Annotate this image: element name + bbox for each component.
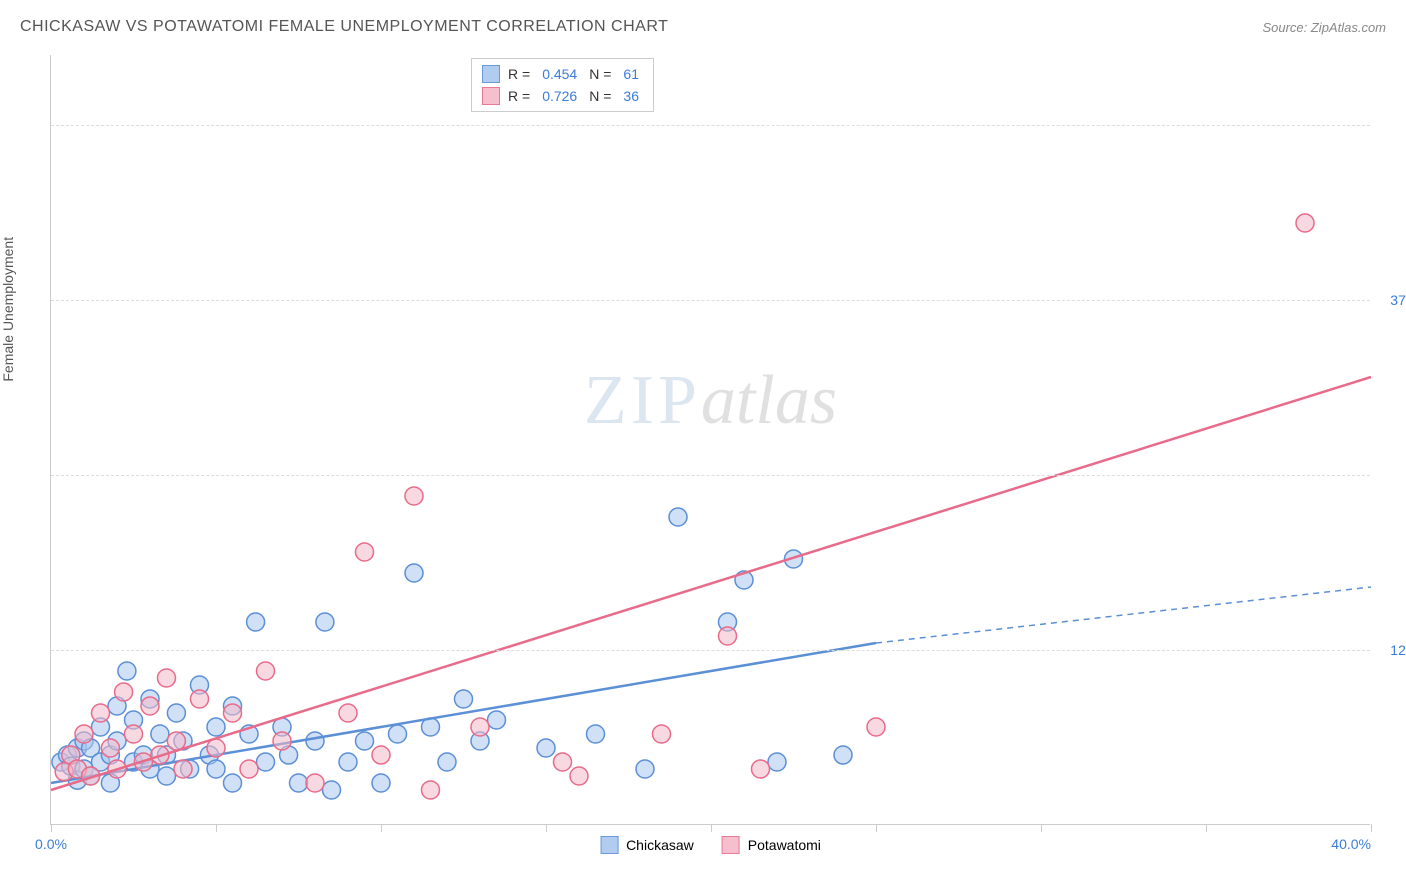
- scatter-point-chickasaw: [636, 760, 654, 778]
- trend-line-potawatomi: [51, 377, 1371, 790]
- scatter-point-potawatomi: [240, 760, 258, 778]
- scatter-point-chickasaw: [389, 725, 407, 743]
- legend-item-potawatomi: Potawatomi: [722, 836, 821, 854]
- scatter-plot: ZIPatlas R = 0.454 N = 61 R = 0.726 N = …: [50, 55, 1370, 825]
- scatter-point-chickasaw: [455, 690, 473, 708]
- scatter-point-potawatomi: [867, 718, 885, 736]
- gridline: [51, 125, 1370, 126]
- legend-correlation: R = 0.454 N = 61 R = 0.726 N = 36: [471, 58, 654, 112]
- scatter-point-potawatomi: [101, 739, 119, 757]
- scatter-point-potawatomi: [224, 704, 242, 722]
- x-tick: [216, 824, 217, 832]
- scatter-point-chickasaw: [356, 732, 374, 750]
- scatter-point-potawatomi: [115, 683, 133, 701]
- scatter-point-chickasaw: [158, 767, 176, 785]
- legend-swatch-chickasaw: [482, 65, 500, 83]
- scatter-point-potawatomi: [1296, 214, 1314, 232]
- scatter-point-potawatomi: [75, 725, 93, 743]
- scatter-point-chickasaw: [118, 662, 136, 680]
- scatter-point-chickasaw: [587, 725, 605, 743]
- scatter-point-chickasaw: [247, 613, 265, 631]
- x-tick: [546, 824, 547, 832]
- x-tick: [1206, 824, 1207, 832]
- scatter-point-potawatomi: [653, 725, 671, 743]
- scatter-point-chickasaw: [207, 718, 225, 736]
- source-label: Source: ZipAtlas.com: [1262, 20, 1386, 35]
- chart-title: CHICKASAW VS POTAWATOMI FEMALE UNEMPLOYM…: [20, 18, 668, 36]
- scatter-point-chickasaw: [306, 732, 324, 750]
- x-tick: [51, 824, 52, 832]
- scatter-point-chickasaw: [669, 508, 687, 526]
- scatter-point-chickasaw: [257, 753, 275, 771]
- scatter-point-potawatomi: [405, 487, 423, 505]
- x-tick: [876, 824, 877, 832]
- scatter-point-potawatomi: [339, 704, 357, 722]
- gridline: [51, 300, 1370, 301]
- scatter-point-chickasaw: [290, 774, 308, 792]
- scatter-point-chickasaw: [768, 753, 786, 771]
- scatter-point-potawatomi: [719, 627, 737, 645]
- scatter-point-potawatomi: [167, 732, 185, 750]
- scatter-point-chickasaw: [438, 753, 456, 771]
- x-tick: [711, 824, 712, 832]
- scatter-point-potawatomi: [422, 781, 440, 799]
- scatter-point-potawatomi: [554, 753, 572, 771]
- scatter-point-potawatomi: [471, 718, 489, 736]
- y-tick-label: 37.5%: [1390, 292, 1406, 308]
- scatter-point-potawatomi: [273, 732, 291, 750]
- x-tick-label: 40.0%: [1331, 836, 1371, 852]
- scatter-point-chickasaw: [316, 613, 334, 631]
- scatter-point-potawatomi: [191, 690, 209, 708]
- legend-swatch-potawatomi-2: [722, 836, 740, 854]
- scatter-point-potawatomi: [141, 697, 159, 715]
- scatter-point-potawatomi: [570, 767, 588, 785]
- plot-svg: [51, 55, 1370, 824]
- gridline: [51, 475, 1370, 476]
- legend-swatch-potawatomi: [482, 87, 500, 105]
- legend-swatch-chickasaw-2: [600, 836, 618, 854]
- x-tick: [1371, 824, 1372, 832]
- scatter-point-potawatomi: [306, 774, 324, 792]
- scatter-point-chickasaw: [537, 739, 555, 757]
- scatter-point-potawatomi: [125, 725, 143, 743]
- scatter-point-chickasaw: [339, 753, 357, 771]
- scatter-point-chickasaw: [167, 704, 185, 722]
- legend-row-chickasaw: R = 0.454 N = 61: [482, 63, 643, 85]
- scatter-point-potawatomi: [207, 739, 225, 757]
- scatter-point-potawatomi: [372, 746, 390, 764]
- scatter-point-potawatomi: [92, 704, 110, 722]
- legend-series: Chickasaw Potawatomi: [600, 836, 821, 854]
- scatter-point-chickasaw: [488, 711, 506, 729]
- x-tick: [1041, 824, 1042, 832]
- scatter-point-chickasaw: [405, 564, 423, 582]
- y-axis-label: Female Unemployment: [0, 237, 16, 382]
- legend-item-chickasaw: Chickasaw: [600, 836, 694, 854]
- scatter-point-potawatomi: [158, 669, 176, 687]
- scatter-point-chickasaw: [151, 725, 169, 743]
- scatter-point-chickasaw: [834, 746, 852, 764]
- trend-line-dash-chickasaw: [876, 587, 1371, 643]
- scatter-point-chickasaw: [224, 774, 242, 792]
- scatter-point-potawatomi: [356, 543, 374, 561]
- scatter-point-chickasaw: [323, 781, 341, 799]
- y-tick-label: 12.5%: [1390, 642, 1406, 658]
- scatter-point-chickasaw: [372, 774, 390, 792]
- legend-row-potawatomi: R = 0.726 N = 36: [482, 85, 643, 107]
- x-tick-label: 0.0%: [35, 836, 67, 852]
- scatter-point-potawatomi: [752, 760, 770, 778]
- x-tick: [381, 824, 382, 832]
- gridline: [51, 650, 1370, 651]
- scatter-point-potawatomi: [257, 662, 275, 680]
- scatter-point-potawatomi: [174, 760, 192, 778]
- scatter-point-chickasaw: [207, 760, 225, 778]
